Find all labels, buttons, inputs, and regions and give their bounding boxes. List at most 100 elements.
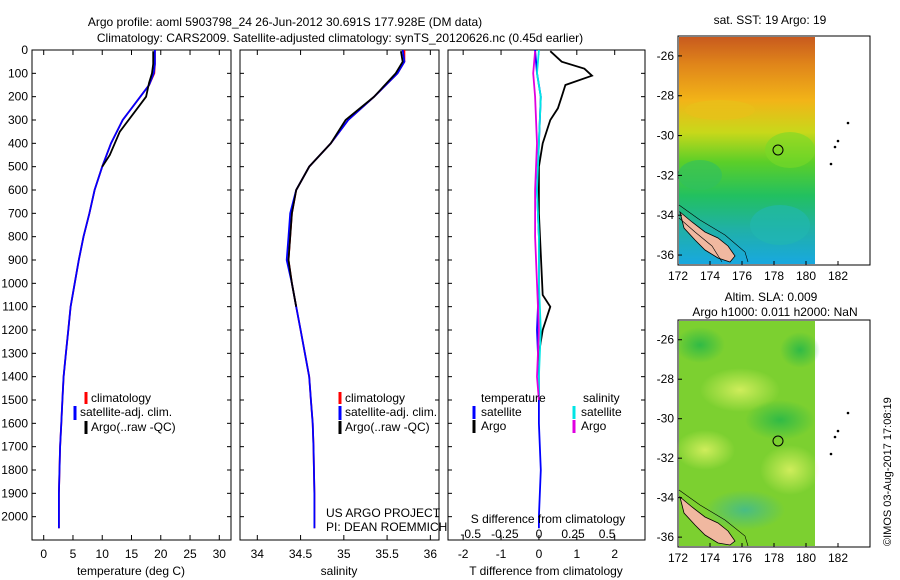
depth-tick-label: 700 — [8, 206, 28, 220]
project-name: US ARGO PROJECT — [326, 506, 441, 520]
salinity-xtick-label: 36 — [424, 547, 438, 561]
map-xtick-label: 174 — [700, 269, 720, 283]
imos-credit: ©IMOS 03-Aug-2017 17:08:19 — [882, 397, 894, 546]
salinity-plot: 34 34.5 35 35.5 36 — [240, 49, 439, 561]
bathymetry-contour — [678, 204, 749, 263]
legend-climatology-label: climatology — [91, 391, 151, 405]
map-xtick-label: 172 — [668, 269, 688, 283]
difference-legend: temperature salinity satellite satellite… — [472, 391, 622, 433]
sst-patch — [685, 100, 755, 120]
difference-xtick2-label: 0 — [536, 527, 543, 541]
depth-tick-label: 200 — [8, 90, 28, 104]
depth-tick-label: 900 — [8, 253, 28, 267]
diff-legend-salinity-heading: salinity — [583, 391, 620, 405]
temperature-legend: climatology satellite-adj. clim. Argo(..… — [73, 391, 176, 434]
sla-map-title-line2: Argo h1000: 0.011 h2000: NaN — [692, 305, 857, 319]
legend-satellite-label: satellite-adj. clim. — [345, 405, 437, 419]
depth-tick-label: 500 — [8, 160, 28, 174]
sst-map — [677, 35, 871, 266]
depth-tick-label: 100 — [8, 66, 28, 80]
difference-xtick-label: 0 — [536, 547, 543, 561]
salinity-xtick-label: 35 — [337, 547, 351, 561]
map-ytick-label: -28 — [657, 89, 675, 103]
difference-xtick2-label: -0.25 — [491, 527, 519, 541]
map-ytick-label: -36 — [657, 248, 675, 262]
island-dot — [836, 429, 840, 433]
temperature-xtick-label: 10 — [96, 547, 110, 561]
diff-legend-s-satellite-label: satellite — [581, 405, 622, 419]
difference-xtick2-label: 0.5 — [599, 527, 616, 541]
diff-xlabel-t: T difference from climatology — [469, 564, 623, 578]
map-ytick-label: -32 — [657, 451, 675, 465]
legend-argo-label: Argo(..raw -QC) — [345, 420, 430, 434]
map-xtick-label: 180 — [796, 269, 816, 283]
map-xtick-label: 178 — [764, 551, 784, 565]
depth-tick-label: 400 — [8, 136, 28, 150]
sla-low-patch — [780, 332, 820, 368]
sst-patch — [678, 160, 722, 190]
diff-legend-t-argo-label: Argo — [481, 419, 507, 433]
temperature-xtick-label: 20 — [154, 547, 168, 561]
difference-xtick2-label: 0.25 — [561, 527, 585, 541]
bathymetry-contour — [678, 489, 749, 547]
map-xtick-label: 180 — [796, 551, 816, 565]
new-zealand-land — [679, 210, 736, 263]
depth-tick-label: 800 — [8, 230, 28, 244]
map-ytick-label: -28 — [657, 372, 675, 386]
salinity-xlabel: salinity — [321, 564, 358, 578]
sst-map-title: sat. SST: 19 Argo: 19 — [714, 13, 827, 27]
series-line-s-argo — [532, 51, 540, 401]
temperature-xtick-label: 0 — [40, 547, 47, 561]
sla-map-title-line1: Altim. SLA: 0.009 — [725, 290, 818, 304]
series-line-argo-raw-qc- — [287, 51, 404, 307]
diff-legend-s-argo-label: Argo — [581, 419, 607, 433]
depth-tick-label: 1500 — [1, 393, 28, 407]
salinity-xtick-label: 34.5 — [289, 547, 313, 561]
map-xtick-label: 176 — [732, 551, 752, 565]
map-ytick-label: -30 — [657, 129, 675, 143]
map-xtick-label: 176 — [732, 269, 752, 283]
temperature-xtick-label: 25 — [183, 547, 197, 561]
salinity-xtick-label: 35.5 — [375, 547, 399, 561]
depth-tick-label: 1400 — [1, 370, 28, 384]
bathymetry-contour — [678, 217, 723, 263]
argo-position-marker — [772, 144, 784, 156]
island-dot — [846, 121, 850, 125]
sla-map — [675, 319, 871, 548]
temperature-xtick-label: 30 — [213, 547, 227, 561]
sla-map-axes: 172 174 176 178 180 182 -26 -28 -30 -32 -34 -36 — [657, 333, 849, 565]
series-line-s-satellite — [536, 49, 542, 400]
map-ytick-label: -32 — [657, 168, 675, 182]
sst-patch — [765, 132, 815, 168]
difference-plot: -2 -1 0 1 2 -0.5 -0.25 0 0.25 0.5 — [448, 49, 645, 561]
legend-climatology-label: climatology — [345, 391, 405, 405]
difference-xtick-label: 1 — [573, 547, 580, 561]
difference-xtick-label: -2 — [458, 547, 469, 561]
sst-patch — [750, 205, 810, 245]
island-dot — [846, 411, 850, 415]
depth-tick-label: 1300 — [1, 346, 28, 360]
legend-argo-label: Argo(..raw -QC) — [91, 420, 176, 434]
map-xtick-label: 172 — [668, 551, 688, 565]
salinity-legend: climatology satellite-adj. clim. Argo(..… — [338, 391, 437, 434]
difference-xtick2-label: -0.5 — [460, 527, 481, 541]
temperature-xtick-label: 5 — [70, 547, 77, 561]
new-zealand-land — [679, 495, 736, 546]
sla-high-patch — [675, 430, 735, 470]
map-xtick-label: 182 — [828, 269, 848, 283]
island-dot — [833, 145, 837, 149]
salinity-xtick-label: 34 — [251, 547, 265, 561]
map-ytick-label: -34 — [657, 491, 675, 505]
depth-tick-label: 1000 — [1, 276, 28, 290]
map-xtick-label: 182 — [828, 551, 848, 565]
depth-tick-label: 1700 — [1, 440, 28, 454]
depth-tick-label: 2000 — [1, 510, 28, 524]
map-ytick-label: -30 — [657, 412, 675, 426]
island-dot — [836, 139, 840, 143]
sla-low-patch — [745, 400, 815, 440]
series-line-argo-raw-qc- — [101, 51, 155, 168]
temperature-xtick-label: 15 — [125, 547, 139, 561]
map-xtick-label: 174 — [700, 551, 720, 565]
map-xtick-label: 178 — [764, 269, 784, 283]
depth-tick-label: 300 — [8, 113, 28, 127]
